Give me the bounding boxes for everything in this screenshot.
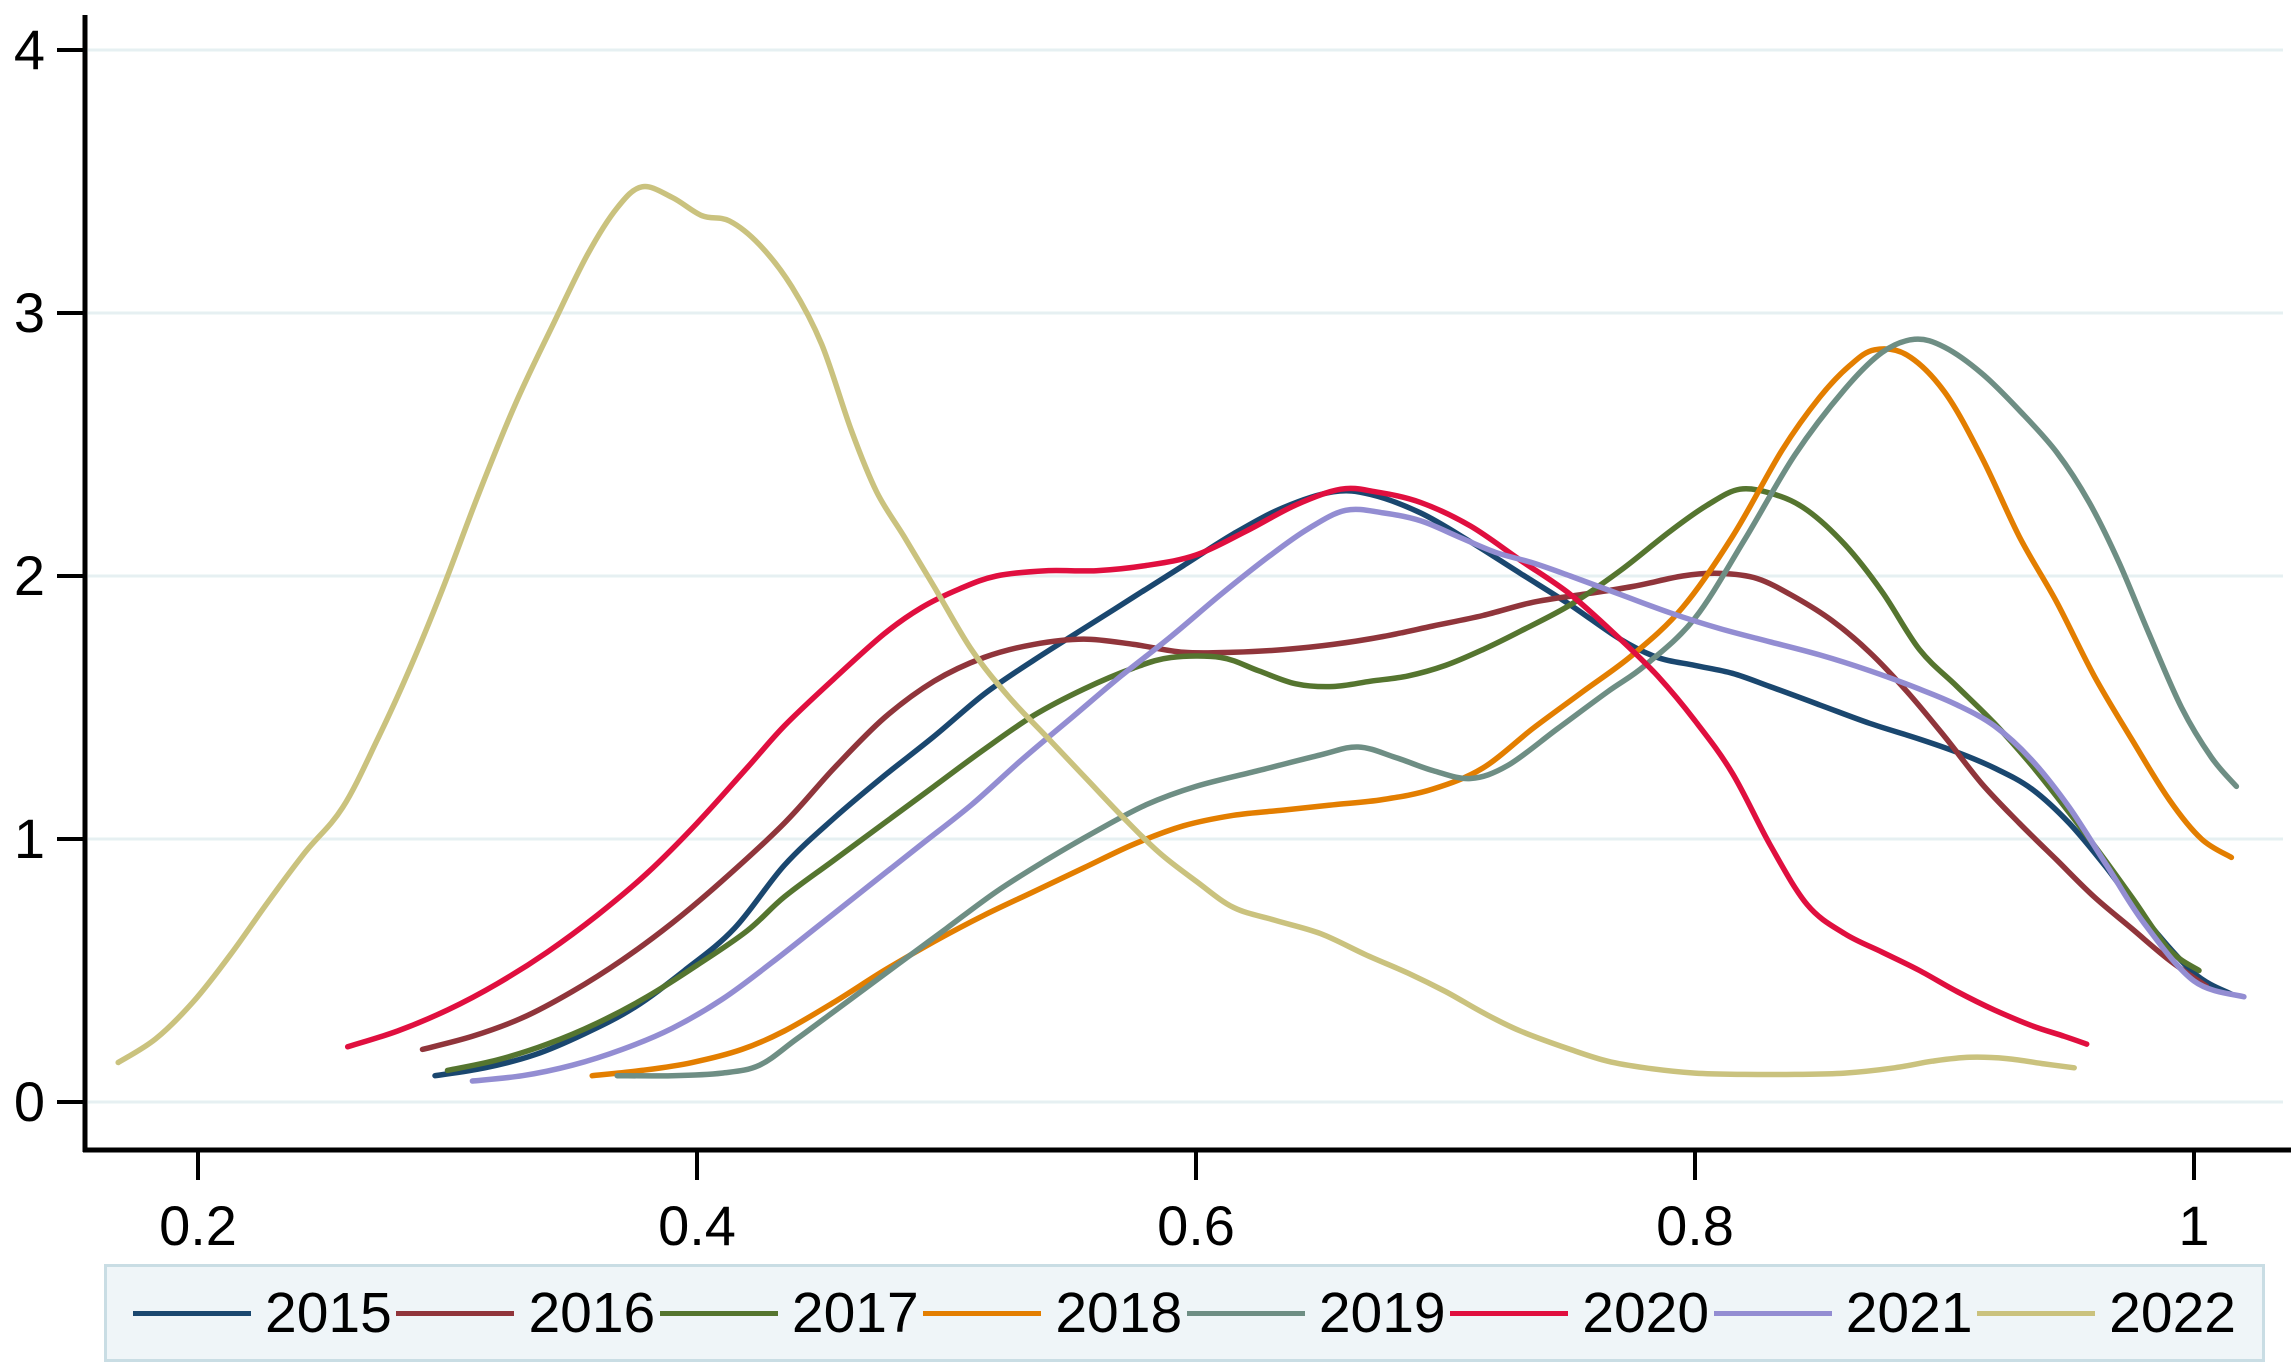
legend-line-sample-2019	[1186, 1310, 1305, 1316]
legend-line-sample-2016	[396, 1310, 515, 1316]
legend-line-sample-2022	[1977, 1310, 2096, 1316]
y-tick-label-2: 2	[14, 544, 45, 607]
legend-line-sample-2015	[133, 1310, 251, 1316]
series-line-2019	[614, 336, 2240, 1079]
x-tick-label-0.4: 0.4	[658, 1194, 736, 1257]
legend-entry-2022: 2022	[1977, 1280, 2236, 1345]
legend-label-2016: 2016	[528, 1280, 656, 1345]
legend-line-sample-2017	[659, 1310, 778, 1316]
legend-line-sample-2018	[923, 1310, 1042, 1316]
legend-label-2022: 2022	[2109, 1280, 2236, 1345]
x-tick-label-0.8: 0.8	[1656, 1194, 1734, 1257]
legend-label-2018: 2018	[1055, 1280, 1183, 1345]
series-line-2020	[344, 485, 2090, 1050]
legend-entry-2016: 2016	[396, 1280, 656, 1345]
legend-label-2019: 2019	[1318, 1280, 1446, 1345]
legend-label-2017: 2017	[791, 1280, 919, 1345]
legend: 2015 2016 2017 2018 2019 2020 2021 2022	[104, 1264, 2265, 1362]
legend-label-2015: 2015	[265, 1280, 392, 1345]
x-tick-label-1: 1	[2178, 1194, 2209, 1257]
series-line-2022	[115, 183, 2077, 1078]
y-tick-label-3: 3	[14, 281, 45, 344]
legend-entry-2020: 2020	[1450, 1280, 1710, 1345]
legend-entry-2021: 2021	[1713, 1280, 1973, 1345]
series-line-2017	[444, 486, 2202, 1074]
legend-line-sample-2021	[1713, 1310, 1832, 1316]
legend-entry-2019: 2019	[1186, 1280, 1446, 1345]
legend-line-sample-2020	[1450, 1310, 1569, 1316]
legend-entry-2015: 2015	[133, 1280, 392, 1345]
legend-entry-2017: 2017	[659, 1280, 919, 1345]
y-tick-label-1: 1	[14, 807, 45, 870]
legend-label-2021: 2021	[1845, 1280, 1973, 1345]
y-tick-label-0: 0	[14, 1070, 45, 1133]
series-line-2021	[469, 506, 2247, 1084]
legend-label-2020: 2020	[1582, 1280, 1710, 1345]
series-line-2015	[432, 488, 2235, 1079]
x-tick-label-0.6: 0.6	[1157, 1194, 1235, 1257]
legend-entry-2018: 2018	[923, 1280, 1183, 1345]
y-tick-label-4: 4	[14, 18, 45, 81]
x-tick-label-0.2: 0.2	[159, 1194, 237, 1257]
series-line-2016	[419, 570, 2210, 1053]
